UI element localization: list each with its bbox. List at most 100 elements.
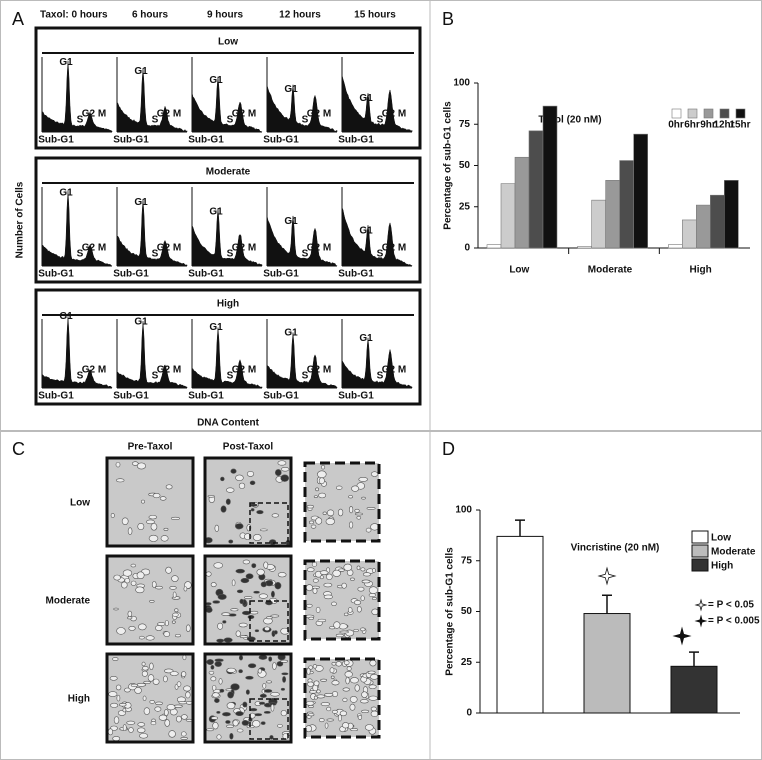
cell <box>124 687 131 693</box>
cell <box>163 709 169 717</box>
cell <box>258 654 268 660</box>
cell <box>354 508 360 513</box>
cell <box>361 709 369 714</box>
cell <box>245 689 250 695</box>
cell <box>306 567 315 573</box>
cell <box>270 614 280 618</box>
cell <box>361 496 366 500</box>
cell <box>371 597 377 601</box>
cell <box>368 695 378 701</box>
cell <box>225 498 231 505</box>
cell <box>360 595 365 601</box>
cell <box>316 694 326 699</box>
cell <box>269 735 274 740</box>
peak-label: G2 M <box>82 109 106 120</box>
cell <box>350 577 355 581</box>
cell <box>157 622 166 626</box>
cell <box>181 714 188 720</box>
cell <box>169 671 179 676</box>
panel-label: D <box>442 439 455 459</box>
cell <box>110 513 115 518</box>
micrograph-frame <box>105 456 195 548</box>
cell <box>152 678 160 685</box>
cell <box>313 680 320 687</box>
cell <box>368 684 377 690</box>
cell <box>353 600 362 605</box>
cell <box>168 730 176 738</box>
cell <box>348 521 354 529</box>
row-label: Low <box>70 498 90 509</box>
peak-label: Sub-G1 <box>263 135 299 146</box>
cell <box>155 625 163 631</box>
cell <box>150 721 157 726</box>
cell <box>163 631 171 637</box>
peak-label: S <box>227 249 234 260</box>
legend-label: 6hr <box>684 120 700 131</box>
cell <box>212 685 217 691</box>
cell <box>280 627 290 635</box>
cell <box>317 618 327 623</box>
cell <box>305 701 315 706</box>
bar <box>486 244 502 249</box>
cell <box>230 608 239 612</box>
cell <box>174 608 179 613</box>
cell <box>214 658 224 662</box>
cell <box>280 474 289 482</box>
cell <box>112 657 119 661</box>
cell <box>367 670 376 675</box>
cell <box>309 690 317 694</box>
bar <box>668 244 683 249</box>
row-label: High <box>68 694 90 705</box>
histogram <box>191 208 263 267</box>
cell <box>141 661 146 667</box>
cell <box>121 581 128 589</box>
cell <box>370 710 379 717</box>
cell <box>138 623 147 631</box>
cell <box>210 716 219 720</box>
cell <box>324 722 329 729</box>
peak-label: G2 M <box>382 109 406 120</box>
histogram <box>41 316 113 389</box>
micrograph-frame <box>303 657 381 739</box>
y-tick-label: 75 <box>461 555 473 566</box>
cell <box>155 585 163 590</box>
cell <box>335 485 343 490</box>
cell <box>339 710 347 717</box>
cell <box>171 620 176 624</box>
y-axis-label: Percentage of sub-G1 cells <box>445 547 456 676</box>
cell <box>366 507 376 510</box>
cell <box>357 714 363 720</box>
cell <box>126 720 136 725</box>
cell <box>280 659 289 663</box>
cell <box>235 474 244 482</box>
cell <box>150 523 158 531</box>
cell <box>275 469 282 477</box>
cell <box>148 515 158 520</box>
cell <box>216 711 221 714</box>
cell <box>245 573 254 580</box>
cell <box>163 527 169 531</box>
peak-label: G1 <box>209 322 223 333</box>
micrograph-frame <box>303 461 381 543</box>
cell <box>232 719 239 727</box>
cell <box>227 691 234 699</box>
cell <box>266 680 272 684</box>
cell <box>169 586 177 590</box>
cell <box>185 701 193 705</box>
cell <box>210 582 217 588</box>
cell <box>244 596 253 599</box>
time-label: Taxol: 0 hours <box>40 10 108 21</box>
cell <box>238 669 243 674</box>
cell <box>319 575 324 580</box>
cell <box>107 728 114 736</box>
cell <box>356 515 362 520</box>
peak-label: Sub-G1 <box>263 269 299 280</box>
cell <box>248 663 257 669</box>
bar <box>605 180 620 249</box>
cell <box>165 484 173 490</box>
cell <box>256 568 265 576</box>
cell <box>274 582 282 590</box>
histogram <box>341 337 413 389</box>
cell <box>221 612 231 616</box>
cell <box>342 697 348 703</box>
